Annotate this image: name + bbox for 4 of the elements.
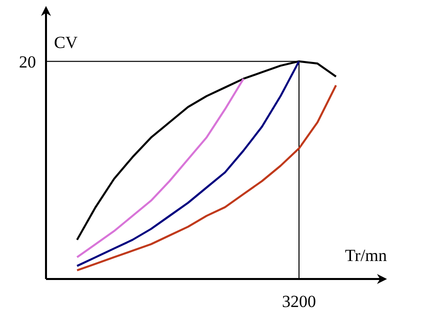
- text: 20: [19, 52, 36, 72]
- text: 3200: [282, 292, 316, 311]
- y-axis-title: CV: [54, 33, 78, 52]
- x-axis-title: Tr/mn: [345, 246, 388, 265]
